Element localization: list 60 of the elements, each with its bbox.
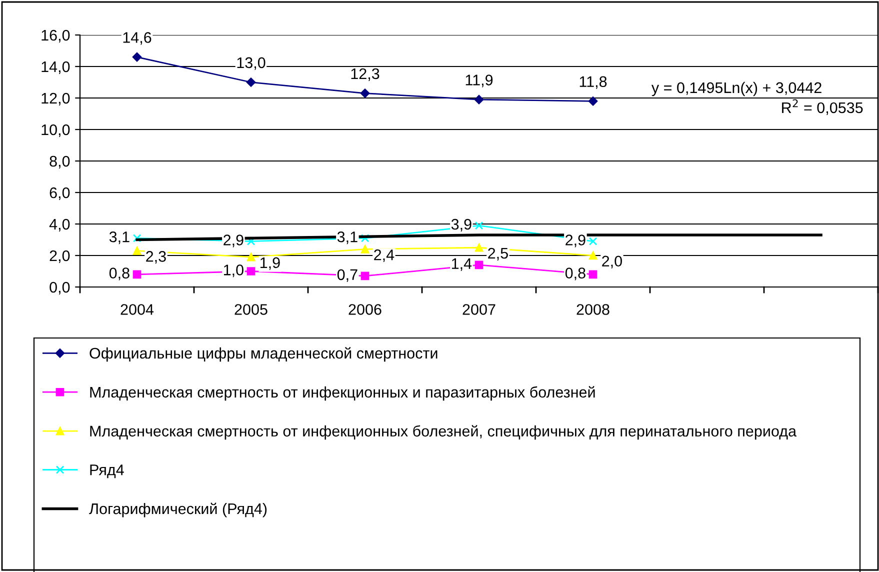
data-label: 1,9 — [260, 257, 280, 270]
data-label: 2,9 — [224, 234, 244, 248]
data-label: 12,3 — [351, 68, 380, 81]
point — [132, 234, 142, 242]
point — [474, 94, 484, 104]
point — [588, 270, 598, 279]
y-tick-label: 6,0 — [50, 187, 70, 200]
x-tick-label: 2008 — [576, 304, 610, 315]
data-label: 1,0 — [224, 264, 244, 278]
data-label: 2,9 — [566, 234, 586, 248]
y-tick-label: 12,0 — [42, 92, 70, 106]
legend-label: Логарифмический (Ряд4) — [89, 502, 267, 518]
data-label: 13,0 — [237, 57, 266, 70]
point — [360, 272, 370, 280]
data-label: 11,8 — [580, 76, 607, 89]
data-label: 0,8 — [565, 268, 586, 280]
point — [474, 243, 484, 252]
x-tick-label: 2005 — [234, 304, 268, 315]
data-label: 14,6 — [123, 32, 152, 45]
point — [360, 234, 370, 242]
data-label: 0,7 — [337, 269, 358, 282]
point — [474, 260, 484, 270]
point — [588, 251, 598, 260]
data-label: 3,9 — [451, 218, 472, 232]
data-label: 11,9 — [466, 74, 493, 88]
y-tick-label: 8,0 — [50, 156, 70, 168]
point — [246, 252, 256, 262]
x-tick-label: 2004 — [120, 304, 154, 315]
legend-label: Младенческая смертность от инфекционных и паразитарных болезней — [90, 386, 595, 401]
legend-label: Ряд4 — [90, 464, 124, 478]
point — [246, 267, 256, 276]
point — [588, 237, 598, 246]
data-label: 3,1 — [337, 231, 358, 244]
y-tick-label: 2,0 — [50, 250, 70, 263]
point — [474, 221, 484, 230]
point — [132, 246, 142, 255]
y-tick-label: 0,0 — [50, 282, 70, 294]
y-tick-label: 10,0 — [42, 124, 70, 137]
annotation: R$^{2}$ = 0,0535 — [782, 99, 863, 115]
point — [360, 245, 370, 254]
annotation: y = 0,1495Ln(x) + 3,0442 — [651, 82, 822, 96]
data-label: 2,4 — [374, 249, 394, 262]
point — [132, 270, 142, 279]
x-tick-label: 2007 — [462, 304, 496, 315]
legend-label: Младенческая смертность от инфекционных болезней, специфичных для перинатального периода — [90, 425, 797, 440]
data-label: 3,1 — [109, 231, 130, 244]
point — [246, 78, 256, 87]
point — [588, 96, 598, 106]
y-tick-label: 14,0 — [42, 61, 70, 74]
data-label: 1,4 — [452, 258, 472, 271]
data-label: 2,3 — [146, 251, 166, 264]
y-tick-label: 16,0 — [42, 30, 70, 42]
point — [132, 52, 142, 62]
point — [360, 88, 370, 98]
y-tick-label: 4,0 — [49, 218, 70, 232]
legend-label: Официальные цифры младенческой смертности — [90, 347, 438, 362]
x-tick-label: 2006 — [348, 304, 382, 315]
data-label: 2,0 — [602, 256, 622, 268]
data-label: 0,8 — [109, 268, 130, 280]
data-label: 2,5 — [488, 248, 508, 260]
